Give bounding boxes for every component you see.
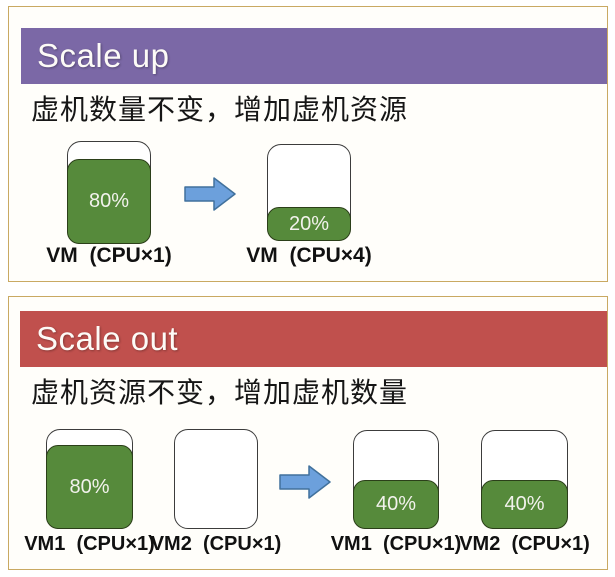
vm-usage-label: 40% [375,493,417,515]
scale-out-title: Scale out [36,320,179,357]
scale-up-panel: Scale up 虚机数量不变，增加虚机资源 80% VM (CPU×1) 20… [8,6,608,282]
scale-up-header: Scale up [21,28,607,84]
vm-box-after-1: 40% [353,430,439,529]
scale-out-header: Scale out [20,311,607,367]
scale-up-subtitle: 虚机数量不变，增加虚机资源 [31,94,409,125]
right-arrow-icon [279,464,331,500]
vm-usage-fill: 80% [67,159,151,244]
vm-label: VM (CPU×4) [246,244,372,267]
right-arrow-icon [184,176,236,212]
vm-box-before: 80% [67,141,151,244]
vm-usage-fill: 80% [46,445,133,529]
vm-box-before-2 [174,429,258,529]
vm-usage-fill: 40% [353,480,439,529]
scale-out-subtitle: 虚机资源不变，增加虚机数量 [31,377,409,408]
vm-box-after-2: 40% [481,430,568,529]
vm-label: VM1 (CPU×1) [330,533,462,555]
vm-label: VM1 (CPU×1) [24,533,155,555]
vm-usage-label: 80% [88,190,130,212]
vm-usage-label: 40% [504,493,545,515]
vm-label: VM (CPU×1) [46,244,172,267]
vm-usage-label: 80% [69,475,110,498]
scale-out-panel: Scale out 虚机资源不变，增加虚机数量 80% VM1 (CPU×1) … [8,296,608,570]
vm-usage-fill: 40% [481,480,568,529]
scale-up-title: Scale up [37,37,170,74]
vm-usage-fill: 20% [267,207,351,241]
vm-label: VM2 (CPU×1) [150,533,282,555]
vm-usage-label: 20% [288,212,330,235]
vm-box-before-1: 80% [46,429,133,529]
vm-box-after: 20% [267,144,351,241]
vm-label: VM2 (CPU×1) [459,533,590,555]
